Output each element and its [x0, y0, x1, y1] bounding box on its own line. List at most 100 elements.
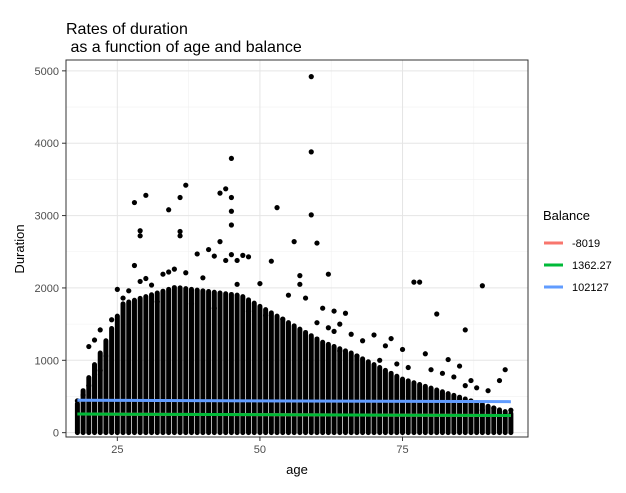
data-point	[86, 383, 92, 389]
data-point	[120, 295, 126, 301]
data-point	[177, 228, 183, 235]
data-point	[308, 149, 314, 155]
data-point	[291, 239, 297, 245]
data-point	[177, 233, 183, 239]
data-point	[314, 320, 320, 326]
data-point	[474, 385, 480, 391]
data-point	[183, 182, 189, 188]
data-point	[502, 367, 508, 373]
chart-title-line2: as a function of age and balance	[66, 39, 302, 56]
data-point	[245, 308, 252, 314]
data-point	[91, 372, 98, 378]
data-point	[188, 301, 195, 307]
data-point	[342, 310, 349, 316]
data-point	[320, 305, 326, 311]
data-point	[297, 273, 303, 279]
data-point	[200, 275, 206, 281]
data-point	[91, 337, 98, 343]
data-point	[411, 279, 417, 285]
data-point	[228, 194, 235, 201]
data-point	[131, 199, 138, 206]
data-point	[377, 357, 383, 363]
data-point	[166, 269, 172, 275]
data-point	[160, 271, 166, 277]
y-tick-label: 2000	[35, 283, 59, 295]
data-point	[126, 288, 132, 294]
data-point	[148, 282, 155, 288]
data-point	[508, 407, 514, 413]
data-point	[428, 367, 434, 373]
data-point	[114, 286, 120, 292]
data-point	[263, 312, 269, 319]
data-point	[268, 258, 274, 264]
data-point	[211, 253, 217, 259]
data-point	[234, 281, 240, 287]
data-point	[166, 207, 172, 213]
data-point	[154, 299, 160, 305]
data-point	[223, 257, 229, 264]
data-point	[354, 353, 360, 359]
data-point	[131, 262, 138, 269]
data-point	[285, 292, 292, 298]
plot-border	[65, 59, 529, 438]
data-point	[297, 281, 303, 287]
chart-title-line1: Rates of duration	[66, 21, 188, 38]
x-tick-label: 75	[396, 444, 408, 456]
data-point	[405, 364, 411, 371]
data-point	[103, 353, 109, 359]
data-point	[217, 190, 223, 196]
data-point	[217, 239, 223, 245]
data-point	[388, 335, 394, 342]
data-point	[422, 351, 428, 357]
data-point	[97, 367, 103, 374]
data-point	[234, 257, 240, 264]
data-point	[462, 327, 468, 333]
data-point	[462, 383, 468, 389]
plot-area	[65, 59, 529, 438]
data-point	[468, 377, 474, 384]
legend-label: 102127	[572, 282, 609, 294]
data-point	[183, 270, 189, 276]
y-tick-label: 5000	[35, 66, 59, 78]
plot-panel	[66, 60, 528, 437]
x-axis-title: age	[286, 462, 308, 477]
data-point	[228, 155, 235, 162]
y-tick-label: 0	[53, 428, 59, 440]
data-point	[143, 275, 149, 282]
trend-lines	[77, 398, 511, 418]
data-point	[280, 316, 286, 322]
data-point	[394, 361, 400, 367]
data-point	[97, 327, 103, 333]
data-point	[382, 343, 389, 349]
data-point	[496, 377, 503, 384]
data-point	[479, 407, 485, 413]
data-point	[137, 233, 143, 239]
data-point	[434, 311, 440, 317]
data-point	[359, 338, 366, 344]
data-point	[445, 356, 451, 363]
data-point	[331, 328, 337, 334]
data-point	[194, 251, 200, 257]
data-point	[205, 246, 212, 253]
data-point	[399, 346, 406, 353]
data-point	[325, 325, 331, 331]
data-point	[491, 405, 497, 411]
data-point	[479, 283, 485, 289]
y-tick-label: 4000	[35, 138, 59, 150]
trend-line-series	[77, 412, 511, 418]
data-point	[143, 192, 149, 198]
data-point	[314, 240, 320, 246]
data-point	[137, 228, 143, 234]
data-point	[240, 252, 246, 258]
data-point	[274, 205, 280, 211]
y-axis: 0 1000 2000 3000 4000 5000	[35, 66, 66, 440]
y-tick-label: 1000	[35, 355, 59, 367]
legend-title: Balance	[543, 208, 590, 223]
data-point	[302, 295, 309, 301]
data-point	[348, 331, 354, 337]
data-points	[74, 74, 514, 413]
data-point	[211, 305, 217, 311]
data-point	[451, 374, 457, 380]
data-point	[417, 279, 423, 285]
data-point	[228, 252, 235, 258]
